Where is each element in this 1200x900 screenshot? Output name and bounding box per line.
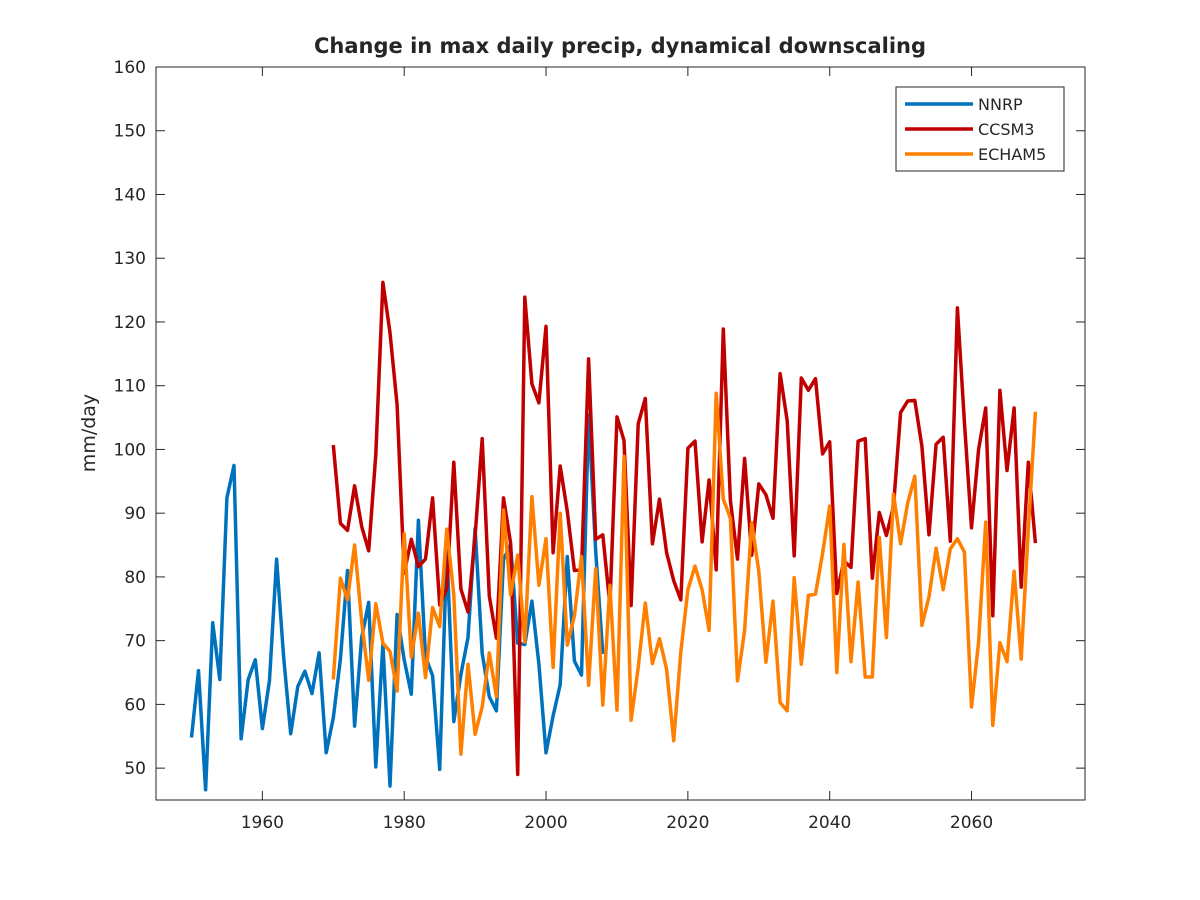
- y-axis-label: mm/day: [78, 394, 100, 472]
- y-tick-label: 80: [124, 568, 146, 588]
- y-tick-label: 140: [114, 185, 146, 205]
- legend-label-echam5: ECHAM5: [978, 145, 1046, 164]
- series-line-ccsm3: [331, 280, 1038, 777]
- x-tick-label: 1980: [383, 813, 426, 833]
- y-tick-label: 70: [124, 632, 146, 652]
- y-tick-label: 120: [114, 313, 146, 333]
- x-tick-label: 2040: [808, 813, 851, 833]
- x-tick-label: 2060: [950, 813, 993, 833]
- axes-box: [155, 66, 1086, 801]
- y-tick-label: 150: [114, 122, 146, 142]
- y-tick-label: 100: [114, 440, 146, 460]
- legend: NNRP CCSM3 ECHAM5: [895, 86, 1065, 172]
- x-axis-ticks: 1960 1980 2000 2020 2040 2060: [241, 67, 993, 833]
- chart-title: Change in max daily precip, dynamical do…: [314, 34, 926, 58]
- legend-label-ccsm3: CCSM3: [978, 120, 1034, 139]
- y-tick-label: 50: [124, 759, 146, 779]
- y-tick-label: 130: [114, 249, 146, 269]
- y-tick-label: 90: [124, 504, 146, 524]
- y-axis-ticks: 50 60 70 80 90 100 110 120 130 140 150 160: [114, 58, 1085, 779]
- y-tick-label: 160: [114, 58, 146, 78]
- y-tick-label: 60: [124, 695, 146, 715]
- x-tick-label: 2000: [524, 813, 567, 833]
- legend-label-nnrp: NNRP: [978, 95, 1023, 114]
- series-line-nnrp: [189, 413, 605, 792]
- series-layer: [189, 280, 1038, 792]
- y-tick-label: 110: [114, 377, 146, 397]
- axes: [155, 66, 1086, 801]
- x-tick-label: 2020: [666, 813, 709, 833]
- series-line-echam5: [331, 391, 1038, 756]
- x-tick-label: 1960: [241, 813, 284, 833]
